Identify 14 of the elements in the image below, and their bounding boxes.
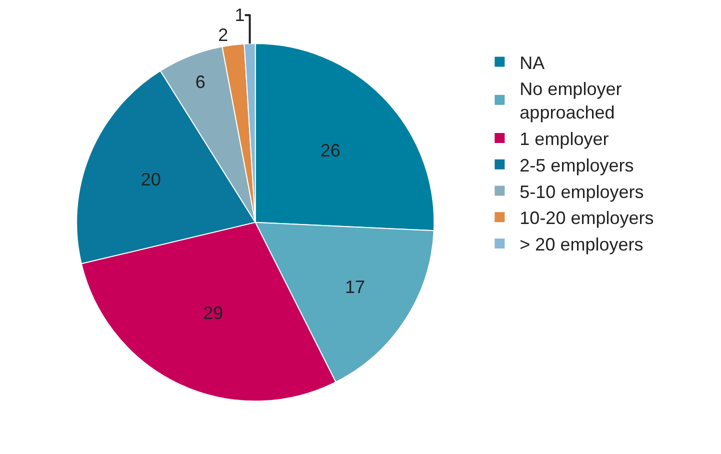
data-label: 2 bbox=[218, 25, 228, 46]
data-label: 17 bbox=[345, 277, 366, 298]
data-label: 26 bbox=[320, 140, 340, 161]
legend-label: 2-5 employers bbox=[520, 155, 634, 176]
legend-label: 1 employer bbox=[520, 128, 609, 149]
legend-label: 10-20 employers bbox=[520, 208, 654, 228]
data-label: 29 bbox=[203, 303, 224, 324]
legend-label: No employer approached bbox=[520, 79, 622, 123]
legend-label: NA bbox=[520, 52, 545, 73]
data-label: 20 bbox=[140, 170, 161, 190]
legend-label: 5-10 employers bbox=[520, 182, 644, 202]
legend-label: > 20 employers bbox=[520, 234, 644, 255]
data-label: 6 bbox=[195, 72, 206, 92]
data-label: 1 bbox=[234, 5, 245, 26]
